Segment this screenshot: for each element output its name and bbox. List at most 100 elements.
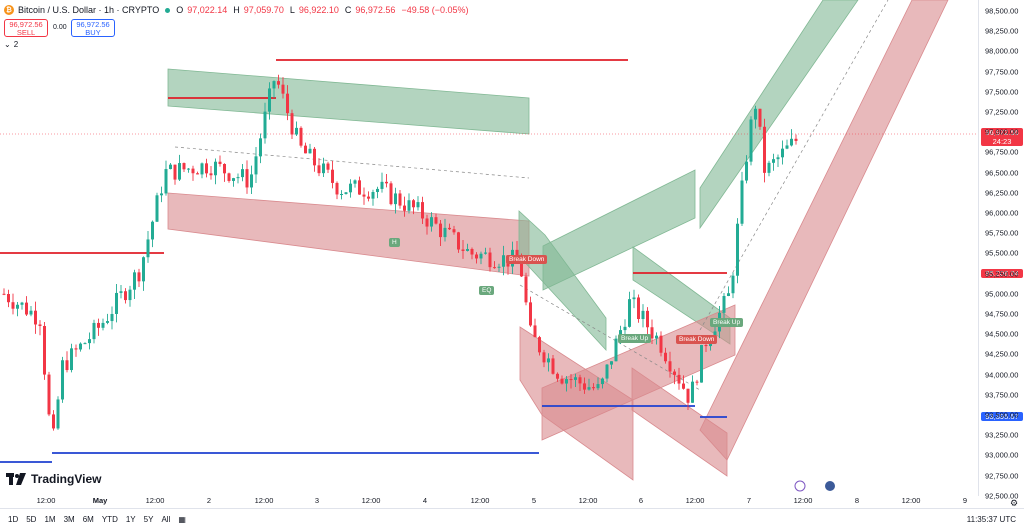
time-axis-label: 12:00 xyxy=(578,496,598,505)
price-axis-label: 94,750.00 xyxy=(985,309,1019,319)
candle-body xyxy=(286,93,289,114)
candle-body xyxy=(371,192,375,199)
candle-body xyxy=(673,371,676,375)
candle-body xyxy=(412,200,415,208)
candle-body xyxy=(776,157,780,160)
candle-body xyxy=(448,227,451,230)
candle-body xyxy=(425,218,429,227)
price-axis-label: 98,500.00 xyxy=(985,6,1019,16)
candle-body xyxy=(736,223,739,276)
candle-body xyxy=(56,399,60,429)
break-up-label-2: Break Up xyxy=(710,318,744,327)
ohlc-low: 96,922.10 xyxy=(298,5,339,15)
buy-label: BUY xyxy=(85,28,101,37)
candle-body xyxy=(556,373,559,379)
candle-body xyxy=(196,173,199,175)
candle-body xyxy=(101,322,105,328)
candle-body xyxy=(583,383,586,390)
price-chart[interactable] xyxy=(0,0,978,496)
candle-body xyxy=(623,326,627,331)
gear-icon[interactable]: ⚙ xyxy=(1010,498,1019,508)
sell-button[interactable]: 96,972.56 SELL xyxy=(4,19,48,37)
range-1d[interactable]: 1D xyxy=(8,515,19,524)
candle-body xyxy=(763,126,766,173)
calendar-icon[interactable]: ▦ xyxy=(178,515,186,524)
current-price-tag: 96,972.56 24:23 xyxy=(981,128,1023,146)
price-axis-label: 96,000.00 xyxy=(985,208,1019,218)
candle-body xyxy=(592,387,595,389)
range-6m[interactable]: 6M xyxy=(82,515,94,524)
range-5y[interactable]: 5Y xyxy=(143,515,154,524)
sell-label: SELL xyxy=(16,28,36,37)
candle-body xyxy=(614,338,618,362)
price-axis[interactable]: 96,972.56 24:23 95,206.04 93,395.67 98,5… xyxy=(978,0,1024,500)
range-1y[interactable]: 1Y xyxy=(125,515,136,524)
buy-button[interactable]: 96,972.56 BUY xyxy=(71,19,115,37)
candle-body xyxy=(641,310,645,320)
candle-body xyxy=(106,321,109,323)
candle-body xyxy=(209,173,213,176)
price-axis-label: 95,000.00 xyxy=(985,289,1019,299)
current-price: 96,972.56 xyxy=(985,128,1019,137)
candle-body xyxy=(115,292,118,314)
candle-body xyxy=(70,348,73,371)
utc-clock[interactable]: 11:35:37 UTC xyxy=(966,515,1016,524)
chevron-down-icon: ⌄ xyxy=(4,40,11,49)
candle-body xyxy=(682,383,685,389)
candle-body xyxy=(29,310,33,315)
time-axis[interactable]: 12:00 May 12:00 2 12:00 3 12:00 4 12:00 5 12:00 6 12… xyxy=(0,496,978,508)
candle-body xyxy=(475,254,478,259)
resistance-price-tag: 95,206.04 xyxy=(981,269,1023,278)
indicator-count: 2 xyxy=(13,40,19,49)
candle-body xyxy=(38,324,42,327)
candle-body xyxy=(7,294,10,303)
candle-body xyxy=(65,360,69,371)
time-axis-label: 12:00 xyxy=(685,496,705,505)
candle-body xyxy=(650,327,654,339)
candle-body xyxy=(223,164,226,174)
candle-body xyxy=(137,272,141,282)
time-axis-label: 7 xyxy=(746,496,752,505)
candle-body xyxy=(151,221,154,240)
candle-body xyxy=(727,293,730,296)
red-channel-main xyxy=(167,192,530,277)
break-up-label-1: Break Up xyxy=(618,334,652,343)
range-5d[interactable]: 5D xyxy=(26,515,37,524)
candle-body xyxy=(218,161,222,165)
candle-body xyxy=(439,223,442,238)
candle-body xyxy=(398,193,402,206)
dashed-midline-2 xyxy=(519,284,701,391)
range-3m[interactable]: 3M xyxy=(63,515,75,524)
candle-body xyxy=(479,253,483,259)
candle-body xyxy=(20,302,24,305)
candle-body xyxy=(169,164,172,170)
candle-body xyxy=(781,148,784,158)
bitcoin-icon: ₿ xyxy=(4,5,14,15)
candle-body xyxy=(394,193,397,205)
candle-body xyxy=(686,388,690,403)
range-ytd[interactable]: YTD xyxy=(101,515,118,524)
candle-body xyxy=(326,163,330,170)
symbol-title[interactable]: Bitcoin / U.S. Dollar · 1h · CRYPTO xyxy=(18,5,160,15)
candle-body xyxy=(313,148,316,166)
candle-body xyxy=(515,249,519,260)
time-axis-label: 12:00 xyxy=(901,496,921,505)
candle-body xyxy=(794,138,798,141)
time-axis-label: 12:00 xyxy=(793,496,813,505)
candle-body xyxy=(182,163,186,170)
range-all[interactable]: All xyxy=(161,515,171,524)
candle-body xyxy=(677,374,681,384)
time-axis-label: 12:00 xyxy=(361,496,381,505)
indicators-toggle[interactable]: ⌄ 2 xyxy=(4,40,18,49)
range-1m[interactable]: 1M xyxy=(44,515,56,524)
candle-body xyxy=(227,173,231,181)
candle-body xyxy=(83,343,87,345)
candle-body xyxy=(497,266,501,268)
candle-body xyxy=(362,194,366,197)
candle-body xyxy=(416,202,420,208)
candle-body xyxy=(160,193,163,196)
candle-body xyxy=(308,148,312,154)
candle-body xyxy=(470,248,474,255)
candle-body xyxy=(281,84,285,94)
